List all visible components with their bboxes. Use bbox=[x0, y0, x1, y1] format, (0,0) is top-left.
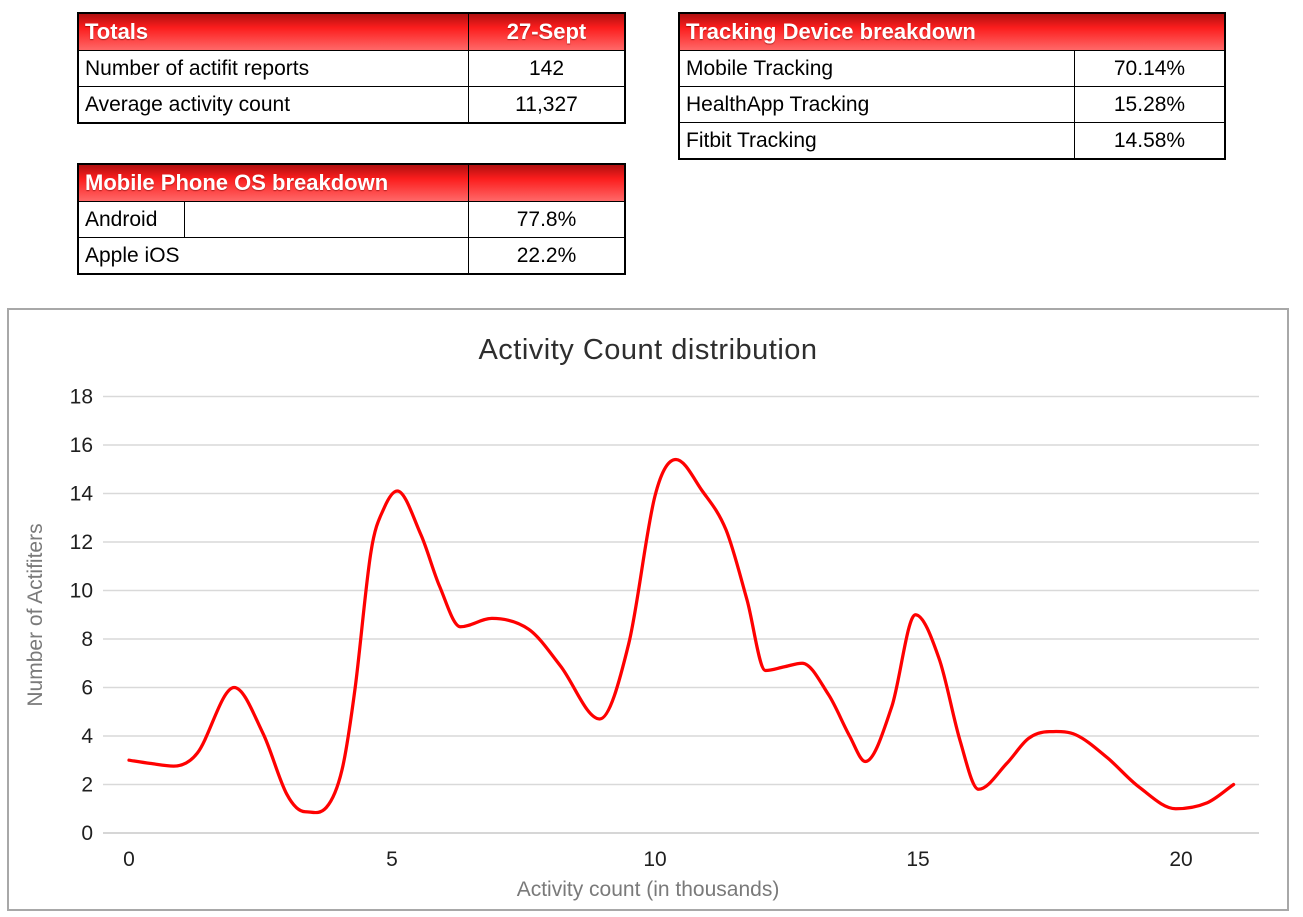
cell-divider bbox=[184, 202, 185, 237]
x-tick-label: 15 bbox=[906, 848, 929, 871]
activity-curve bbox=[127, 457, 1236, 815]
x-tick-label: 10 bbox=[643, 848, 666, 871]
totals-row-average-label: Average activity count bbox=[79, 87, 469, 122]
x-tick-label: 5 bbox=[386, 848, 398, 871]
os-row-ios-label: Apple iOS bbox=[79, 238, 469, 273]
totals-header-date: 27-Sept bbox=[506, 19, 587, 44]
os-header-empty-cell bbox=[469, 165, 624, 201]
os-row-android-label: Android bbox=[79, 202, 469, 237]
os-header-row: Mobile Phone OS breakdown bbox=[79, 165, 624, 201]
x-axis-title: Activity count (in thousands) bbox=[516, 878, 780, 901]
os-header-title: Mobile Phone OS breakdown bbox=[79, 165, 469, 201]
table-row: Fitbit Tracking 14.58% bbox=[680, 122, 1224, 158]
y-tick-label: 10 bbox=[70, 579, 93, 602]
tracking-header-row: Tracking Device breakdown bbox=[680, 14, 1224, 50]
totals-row-reports-value: 142 bbox=[528, 56, 565, 80]
x-tick-label: 0 bbox=[123, 848, 135, 871]
tracking-device-table: Tracking Device breakdown Mobile Trackin… bbox=[678, 12, 1226, 160]
chart-title: Activity Count distribution bbox=[478, 334, 818, 366]
table-row: Android 77.8% bbox=[79, 201, 624, 237]
tracking-row-fitbit-label: Fitbit Tracking bbox=[680, 123, 1075, 158]
y-tick-label: 12 bbox=[70, 531, 93, 554]
os-row-android-value: 77.8% bbox=[516, 207, 577, 231]
tracking-header-title: Tracking Device breakdown bbox=[686, 19, 976, 44]
y-tick-label: 8 bbox=[81, 628, 93, 651]
tracking-row-mobile-label: Mobile Tracking bbox=[680, 51, 1075, 86]
table-row: HealthApp Tracking 15.28% bbox=[680, 86, 1224, 122]
y-tick-label: 0 bbox=[81, 822, 93, 845]
mobile-os-table: Mobile Phone OS breakdown Android 77.8% … bbox=[77, 163, 626, 275]
tracking-row-mobile-value: 70.14% bbox=[1113, 56, 1186, 80]
tracking-row-fitbit-value: 14.58% bbox=[1113, 128, 1186, 152]
totals-row-reports-label: Number of actifit reports bbox=[79, 51, 469, 86]
tracking-row-healthapp-label: HealthApp Tracking bbox=[680, 87, 1075, 122]
y-tick-label: 18 bbox=[70, 385, 93, 408]
table-row: Number of actifit reports 142 bbox=[79, 50, 624, 86]
totals-header-title: Totals bbox=[79, 14, 469, 50]
y-axis-title: Number of Actifiters bbox=[24, 523, 47, 707]
activity-chart-card: Activity Count distribution Number of Ac… bbox=[7, 308, 1289, 911]
x-tick-label: 20 bbox=[1169, 848, 1192, 871]
tracking-row-healthapp-value: 15.28% bbox=[1113, 92, 1186, 116]
totals-header-row: Totals 27-Sept bbox=[79, 14, 624, 50]
activity-line-chart: 0 2 4 6 8 10 12 14 16 18 0 5 10 15 20 bbox=[70, 385, 1259, 871]
y-tick-label: 14 bbox=[70, 482, 94, 505]
table-row: Apple iOS 22.2% bbox=[79, 237, 624, 273]
y-tick-label: 16 bbox=[70, 434, 93, 457]
table-row: Average activity count 11,327 bbox=[79, 86, 624, 122]
y-tick-label: 4 bbox=[81, 725, 93, 748]
table-row: Mobile Tracking 70.14% bbox=[680, 50, 1224, 86]
os-row-ios-value: 22.2% bbox=[516, 243, 577, 267]
y-tick-label: 2 bbox=[81, 773, 93, 796]
totals-row-average-value: 11,327 bbox=[515, 92, 578, 116]
y-tick-label: 6 bbox=[81, 676, 93, 699]
totals-table: Totals 27-Sept Number of actifit reports… bbox=[77, 12, 626, 124]
